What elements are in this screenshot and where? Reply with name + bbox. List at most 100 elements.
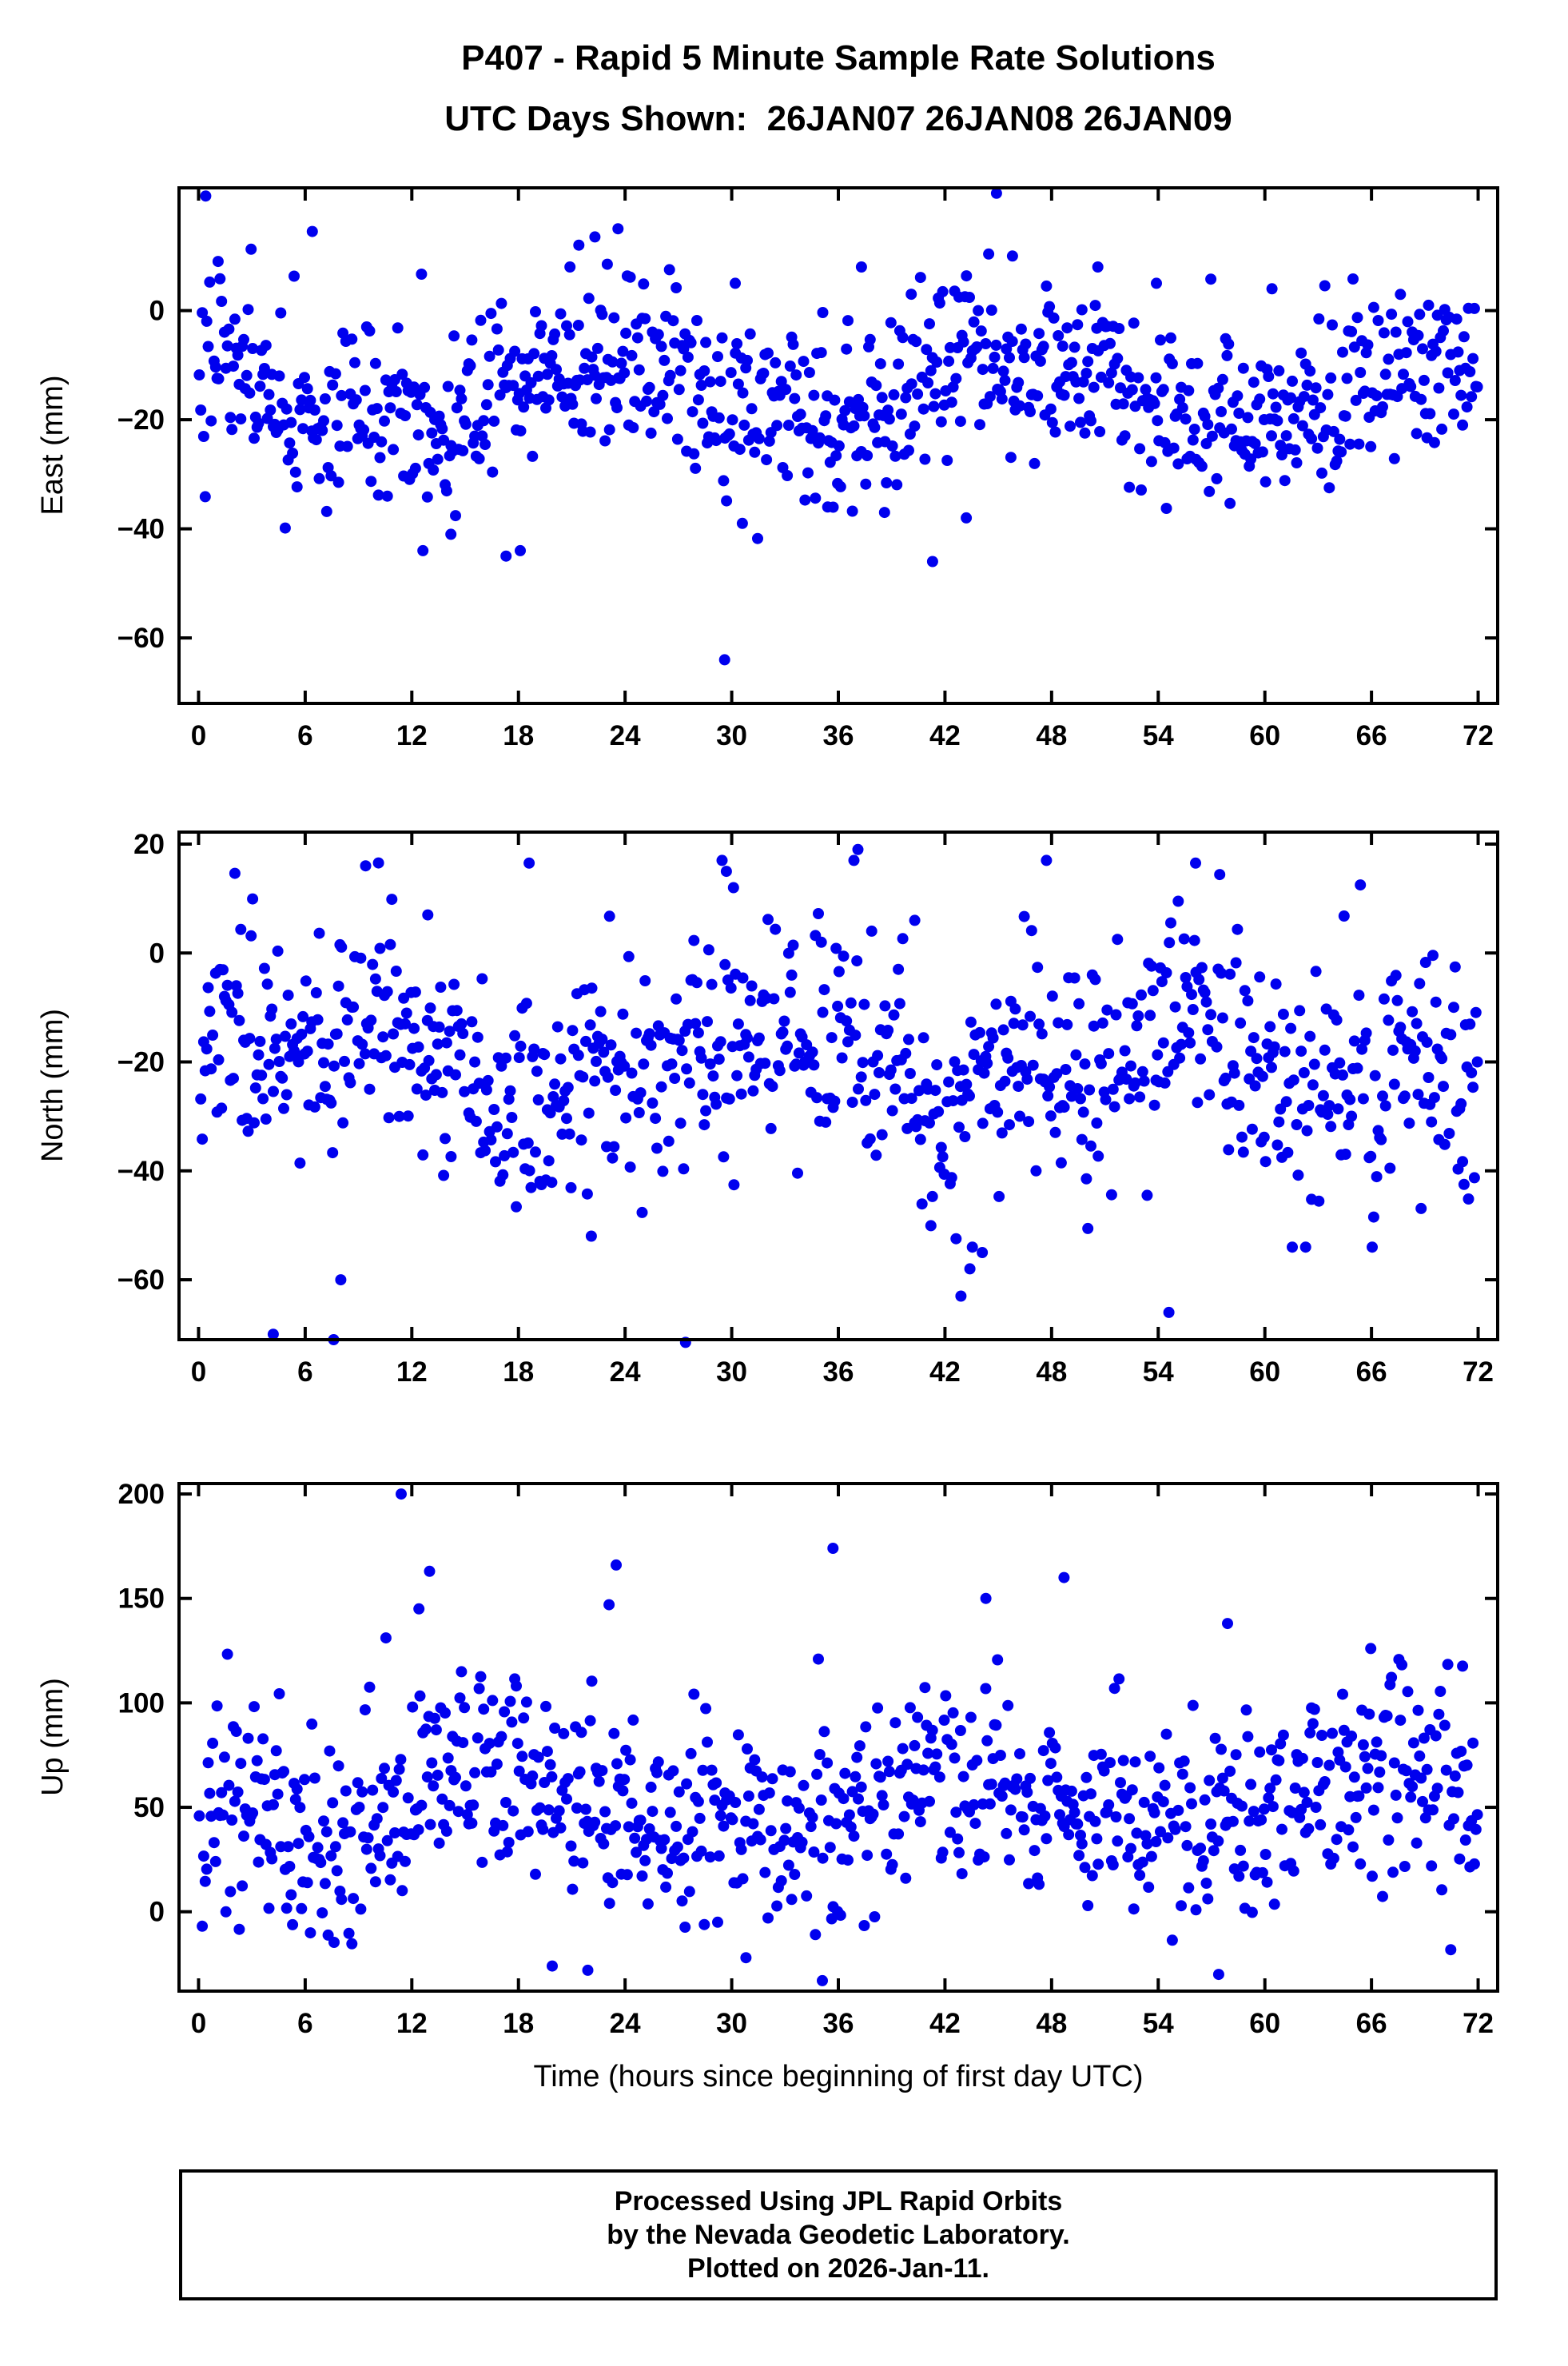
data-point-outlier [1151, 277, 1162, 289]
data-point [1126, 384, 1138, 396]
data-point [1041, 1833, 1053, 1845]
data-point [766, 1081, 778, 1093]
data-point [1063, 1829, 1075, 1841]
data-point [636, 1206, 648, 1218]
data-point [480, 399, 492, 411]
data-point [627, 422, 639, 433]
data-point [273, 370, 285, 382]
data-point [359, 1048, 371, 1060]
data-point [1291, 457, 1303, 468]
data-point [1233, 1870, 1245, 1882]
data-point-outlier [413, 1603, 425, 1615]
data-point [495, 297, 507, 309]
data-point [1355, 1858, 1367, 1870]
data-point [999, 374, 1011, 386]
data-point [1426, 1860, 1438, 1872]
data-point [364, 1681, 376, 1693]
data-point [490, 1156, 501, 1168]
data-point [1205, 1009, 1217, 1021]
data-point [228, 360, 239, 372]
data-point [353, 1058, 365, 1069]
data-point-outlier [500, 550, 512, 562]
data-point [753, 432, 765, 444]
data-point [1212, 1835, 1224, 1847]
data-point [1196, 460, 1208, 472]
data-point [1428, 1092, 1440, 1104]
data-point [629, 1832, 641, 1844]
data-point [1277, 1729, 1289, 1741]
data-point [430, 1724, 442, 1736]
data-point [297, 423, 309, 435]
data-point [949, 1752, 961, 1764]
data-point [376, 1773, 388, 1784]
data-point [853, 1083, 864, 1095]
data-point [1384, 1162, 1396, 1174]
data-point [254, 1035, 266, 1047]
data-point [675, 1117, 686, 1129]
data-point [655, 341, 667, 353]
data-point [433, 1021, 445, 1033]
data-point [1258, 1803, 1270, 1815]
data-point [1267, 388, 1279, 400]
data-point [1124, 1093, 1136, 1105]
data-point [491, 1759, 503, 1770]
data-point [263, 1058, 275, 1070]
data-point [520, 1696, 532, 1708]
data-point [1220, 1072, 1232, 1084]
data-point [673, 1786, 685, 1798]
data-point [645, 427, 657, 439]
data-point [1046, 416, 1058, 428]
data-point [1443, 1128, 1455, 1139]
data-point [662, 412, 673, 424]
data-point [1295, 347, 1307, 359]
data-point [482, 1074, 494, 1086]
data-point [742, 1790, 754, 1802]
data-point [325, 1850, 337, 1862]
data-point [671, 1820, 683, 1832]
data-point [1367, 301, 1379, 313]
data-point [787, 939, 799, 951]
data-point [608, 1727, 620, 1739]
data-point [1214, 869, 1226, 881]
data-point [476, 973, 488, 985]
data-point [836, 1052, 848, 1064]
data-point-outlier [573, 239, 585, 251]
data-point [1402, 1686, 1414, 1698]
data-point [1094, 426, 1106, 437]
data-point [1459, 1834, 1471, 1846]
data-point [1110, 1811, 1122, 1822]
data-point [641, 395, 652, 407]
data-point [1073, 998, 1085, 1010]
data-point [228, 1073, 239, 1085]
data-point [702, 1016, 713, 1028]
data-point [933, 1105, 945, 1117]
data-point [1433, 1708, 1445, 1720]
data-point [905, 1093, 917, 1105]
data-point [1140, 384, 1152, 396]
data-point [1014, 1748, 1025, 1760]
data-point [1433, 382, 1445, 394]
data-point [319, 393, 331, 404]
data-point-outlier [267, 1328, 279, 1340]
data-point [285, 1889, 297, 1901]
data-point [1011, 1773, 1023, 1785]
data-point [1180, 972, 1192, 983]
data-point [254, 380, 266, 392]
data-point-outlier [515, 544, 526, 556]
data-point [1141, 1189, 1153, 1201]
data-point [980, 338, 992, 349]
data-point [983, 1041, 995, 1053]
x-tick-label: 12 [396, 2008, 428, 2039]
data-point [1018, 352, 1030, 364]
data-point [762, 1912, 774, 1924]
data-point [318, 415, 329, 427]
data-point [245, 243, 257, 255]
data-point [929, 1761, 941, 1773]
x-tick-label: 0 [191, 720, 206, 751]
data-point [1002, 1052, 1014, 1064]
data-point [1426, 1116, 1438, 1128]
data-point [1104, 337, 1116, 349]
data-point [260, 1113, 272, 1125]
data-point [623, 950, 635, 962]
data-point [1089, 300, 1101, 312]
